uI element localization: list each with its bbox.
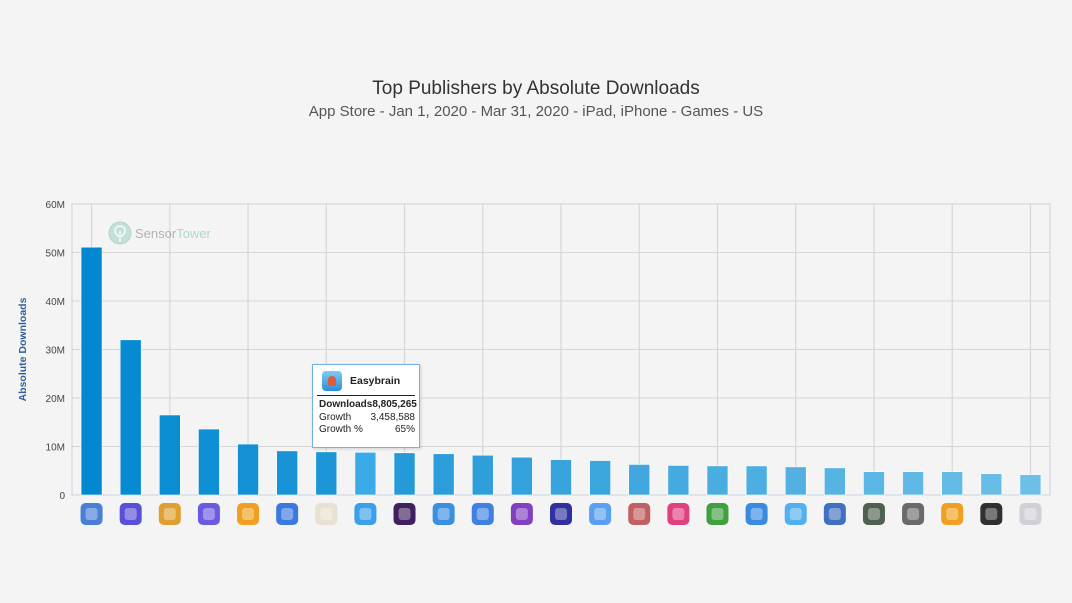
publisher-icon <box>745 503 768 525</box>
publisher-icon-glyph <box>242 508 255 520</box>
chart-title: Top Publishers by Absolute Downloads <box>372 78 700 99</box>
publisher-icon <box>980 503 1003 525</box>
publisher-icon <box>315 503 338 525</box>
bar <box>354 451 377 496</box>
publisher-icon <box>667 503 690 525</box>
publisher-icon <box>276 503 299 525</box>
bar <box>628 464 651 496</box>
chart-subtitle: App Store - Jan 1, 2020 - Mar 31, 2020 -… <box>308 103 764 120</box>
y-tick-label: 50M <box>46 249 65 260</box>
bar <box>80 246 103 496</box>
publisher-icon <box>80 503 103 525</box>
publisher-icon-glyph <box>515 508 528 520</box>
publisher-icon <box>862 503 885 525</box>
publisher-icon-glyph <box>398 508 411 520</box>
bar <box>432 453 455 496</box>
y-tick-label: 20M <box>46 394 65 405</box>
watermark-text: SensorTower <box>135 226 212 241</box>
publisher-icon-glyph <box>124 508 137 520</box>
publisher-icon-glyph <box>907 508 920 520</box>
publisher-icon-glyph <box>789 508 802 520</box>
publisher-icon-glyph <box>672 508 685 520</box>
publisher-icon <box>119 503 142 525</box>
publisher-icon-glyph <box>555 508 567 520</box>
bar <box>119 339 142 496</box>
tooltip-row-growth: Growth 3,458,588 <box>319 411 415 423</box>
publisher-icon <box>510 503 533 525</box>
publisher-icon-glyph <box>359 508 372 520</box>
bar <box>315 451 338 496</box>
publisher-icon-glyph <box>594 508 607 520</box>
publisher-icon <box>628 503 651 525</box>
bar <box>511 456 533 496</box>
publisher-icon <box>197 503 220 525</box>
publisher-icon-glyph <box>320 508 333 520</box>
publisher-icon <box>432 503 455 525</box>
publisher-icon <box>354 503 377 525</box>
bar <box>980 473 1003 496</box>
y-axis-label: Absolute Downloads <box>17 297 29 401</box>
bar <box>237 443 259 496</box>
publisher-icon <box>1019 503 1042 525</box>
bar <box>1019 474 1042 496</box>
publisher-icon-glyph <box>85 508 98 520</box>
bar <box>706 465 729 496</box>
publisher-icon-glyph <box>1024 508 1037 520</box>
publisher-icon <box>902 503 925 525</box>
y-tick-label: 40M <box>46 297 65 308</box>
sensortower-icon <box>108 221 132 245</box>
bar <box>902 471 924 496</box>
bar <box>667 465 690 496</box>
bar <box>159 414 181 496</box>
y-tick-label: 0 <box>59 491 65 502</box>
publisher-icon <box>471 503 494 525</box>
publisher-icon-glyph <box>711 508 724 520</box>
publisher-icon-glyph <box>281 508 294 520</box>
bar <box>941 471 964 496</box>
bar <box>824 467 846 496</box>
publisher-icon <box>706 503 729 525</box>
publisher-icon-glyph <box>946 508 959 520</box>
bar <box>198 428 220 496</box>
publisher-icon <box>158 503 181 525</box>
watermark-logo: SensorTower <box>108 221 212 245</box>
publisher-icon <box>393 503 416 525</box>
publisher-icon <box>237 503 260 525</box>
publisher-icon <box>322 371 342 391</box>
publisher-icon <box>589 503 612 525</box>
tooltip-name: Easybrain <box>350 375 401 387</box>
bar <box>276 450 298 496</box>
publisher-icon-glyph <box>437 508 450 520</box>
publisher-icon-glyph <box>985 508 998 520</box>
bar <box>745 465 768 496</box>
bar <box>784 466 807 496</box>
publisher-icon-glyph <box>633 508 646 520</box>
publisher-icon <box>550 503 572 525</box>
sensortower-icon-ring <box>114 225 126 237</box>
publisher-icon-glyph <box>202 508 215 520</box>
bar <box>550 459 572 496</box>
publisher-icon <box>941 503 964 525</box>
y-tick-label: 10M <box>46 443 65 454</box>
tooltip-row-growth-pct: Growth % 65% <box>319 424 415 435</box>
bar <box>393 452 416 496</box>
publisher-icon-glyph <box>867 508 880 520</box>
tooltip-row-downloads: Downloads 8,805,265 <box>319 399 417 410</box>
y-tick-label: 30M <box>46 346 65 357</box>
publisher-icon-glyph <box>163 508 176 520</box>
tooltip: Easybrain Downloads 8,805,265 Growth 3,458… <box>312 364 420 448</box>
bar <box>471 454 494 496</box>
publisher-icon <box>784 503 807 525</box>
bar <box>863 471 885 496</box>
publisher-icon-glyph <box>828 508 841 520</box>
y-tick-label: 60M <box>46 200 65 211</box>
publisher-icon-glyph <box>476 508 489 520</box>
publisher-icon <box>823 503 846 525</box>
bar <box>589 460 611 496</box>
publisher-icon-glyph <box>750 508 763 520</box>
